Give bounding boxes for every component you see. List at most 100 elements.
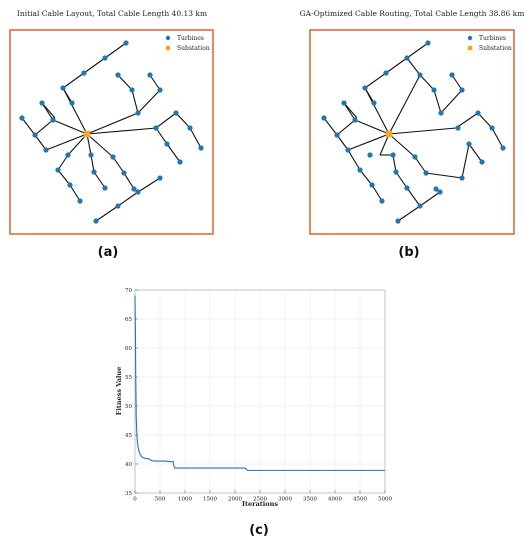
y-tick-label: 40 [125, 462, 132, 468]
panel-b-turbine-marker [455, 125, 461, 131]
panel-b-cable-segment [477, 112, 493, 129]
panel-a-turbine-marker [198, 145, 204, 151]
panel-b-turbine-marker [417, 203, 423, 209]
panel-b-turbine-marker [362, 85, 368, 91]
x-tick-label: 2500 [253, 497, 267, 503]
panel-a-turbine-marker [164, 141, 170, 147]
panel-a-turbine-marker [131, 186, 137, 192]
panel-a-cables [21, 42, 202, 222]
panel-a-cable-segment [93, 171, 106, 189]
panel-b-cable-segment [419, 191, 441, 207]
panel-a-cable-segment [69, 184, 81, 202]
panel-b-cable-segment [392, 154, 397, 173]
panel-b-cable-segment [364, 72, 387, 89]
panel-b-cable-segment [379, 133, 390, 156]
panel-a-label: (a) [98, 245, 119, 260]
panel-b-cable-segment [425, 172, 463, 179]
panel-b-turbine-marker [390, 152, 396, 158]
panel-a-cable-segment [34, 119, 54, 136]
panel-b-cable-segment [455, 112, 479, 129]
panel-b-cable-segment [468, 143, 483, 163]
panel-a-cable-segment [155, 112, 177, 129]
legend-turbine-marker [165, 35, 171, 41]
panel-a-cable-segment [189, 127, 202, 149]
panel-b-substation-marker [385, 130, 393, 138]
panel-a-turbine-marker [32, 132, 38, 138]
panel-a-cable-segment [57, 154, 69, 171]
panel-a-turbine-marker [93, 218, 99, 224]
panel-a-turbine-marker [173, 110, 179, 116]
panel-a-turbine-marker [115, 72, 121, 78]
panel-b-turbine-marker [412, 154, 418, 160]
panel-a-turbine-marker [187, 125, 193, 131]
panel-a-cable-segment [90, 154, 95, 173]
y-tick-label: 65 [125, 317, 132, 323]
panel-a-cable-segment [123, 172, 135, 190]
panel-a-title: Initial Cable Layout, Total Cable Length… [17, 9, 207, 18]
panel-c: 0 500 1000 1500 2000 2500 3000 3500 4000 4500 5000… [115, 288, 392, 538]
panel-a-cable-segment [117, 191, 139, 207]
x-tick-label: 0 [133, 497, 137, 503]
panel-a-turbine-marker [43, 147, 49, 153]
y-tick-label: 50 [125, 404, 132, 410]
panel-b-turbine-marker [417, 72, 423, 78]
panel-b-turbine-marker [379, 198, 385, 204]
panel-a-turbine-marker [157, 175, 163, 181]
panel-b-turbine-marker [404, 185, 410, 191]
y-tick-label: 70 [125, 288, 132, 294]
panel-b-cable-segment [461, 143, 470, 179]
panel-b-legend: Turbines Substation [467, 35, 512, 52]
panel-a-turbine-marker [102, 55, 108, 61]
panel-a-turbine-marker [115, 203, 121, 209]
panel-a-turbine-marker [123, 40, 129, 46]
panel-b-turbine-marker [459, 175, 465, 181]
x-tick-label: 4500 [353, 497, 367, 503]
panel-a-turbine-marker [60, 85, 66, 91]
x-tick-label: 3000 [278, 497, 292, 503]
panel-b-cable-segment [433, 89, 442, 114]
panel-b-cable-segment [371, 184, 383, 202]
legend-substation-label: Substation [479, 45, 512, 52]
panel-a-cable-segment [52, 119, 88, 135]
panel-a-turbine-marker [65, 152, 71, 158]
panel-a-turbine-marker [67, 182, 73, 188]
panel-a-turbine-marker [129, 87, 135, 93]
panel-b-cable-segment [359, 169, 373, 186]
panel-a-cable-segment [41, 102, 56, 119]
panel-b-turbine-marker [404, 55, 410, 61]
panel-b-cable-segment [491, 127, 504, 149]
panel-b: GA-Optimized Cable Routing, Total Cable … [300, 9, 525, 260]
x-tick-label: 1000 [178, 497, 192, 503]
y-tick-label: 35 [125, 491, 132, 497]
panel-b-turbine-marker [466, 141, 472, 147]
panel-b-cable-segment [336, 134, 349, 151]
panel-b-cable-segment [385, 57, 408, 74]
panel-a-cable-segment [62, 87, 73, 104]
panel-b-turbine-marker [433, 186, 439, 192]
panel-b-cable-segment [354, 119, 390, 135]
x-tick-label: 2000 [228, 497, 242, 503]
panel-a-turbine-marker [19, 115, 25, 121]
panel-a-cable-segment [83, 57, 106, 74]
panel-a-turbine-marker [147, 72, 153, 78]
panel-b-cables [323, 42, 504, 222]
panel-b-cable-segment [397, 205, 421, 222]
panel-a-cable-segment [175, 112, 191, 129]
panel-b-cable-segment [419, 74, 435, 91]
x-tick-label: 5000 [378, 497, 392, 503]
panel-b-cable-segment [336, 119, 356, 136]
panel-b-turbine-marker [321, 115, 327, 121]
panel-b-turbine-marker [449, 72, 455, 78]
panel-b-cable-segment [347, 149, 361, 171]
panel-b-turbine-marker [425, 40, 431, 46]
panel-a-turbine-marker [77, 198, 83, 204]
panel-a-cable-segment [86, 133, 114, 158]
fitness-curve [134, 295, 385, 471]
panel-a-cable-segment [86, 127, 157, 135]
panel-a-turbine-marker [39, 100, 45, 106]
panel-a-turbine-marker [121, 170, 127, 176]
legend-turbines-label: Turbines [177, 35, 204, 42]
panel-b-turbine-marker [367, 152, 373, 158]
panel-b-turbine-marker [357, 167, 363, 173]
